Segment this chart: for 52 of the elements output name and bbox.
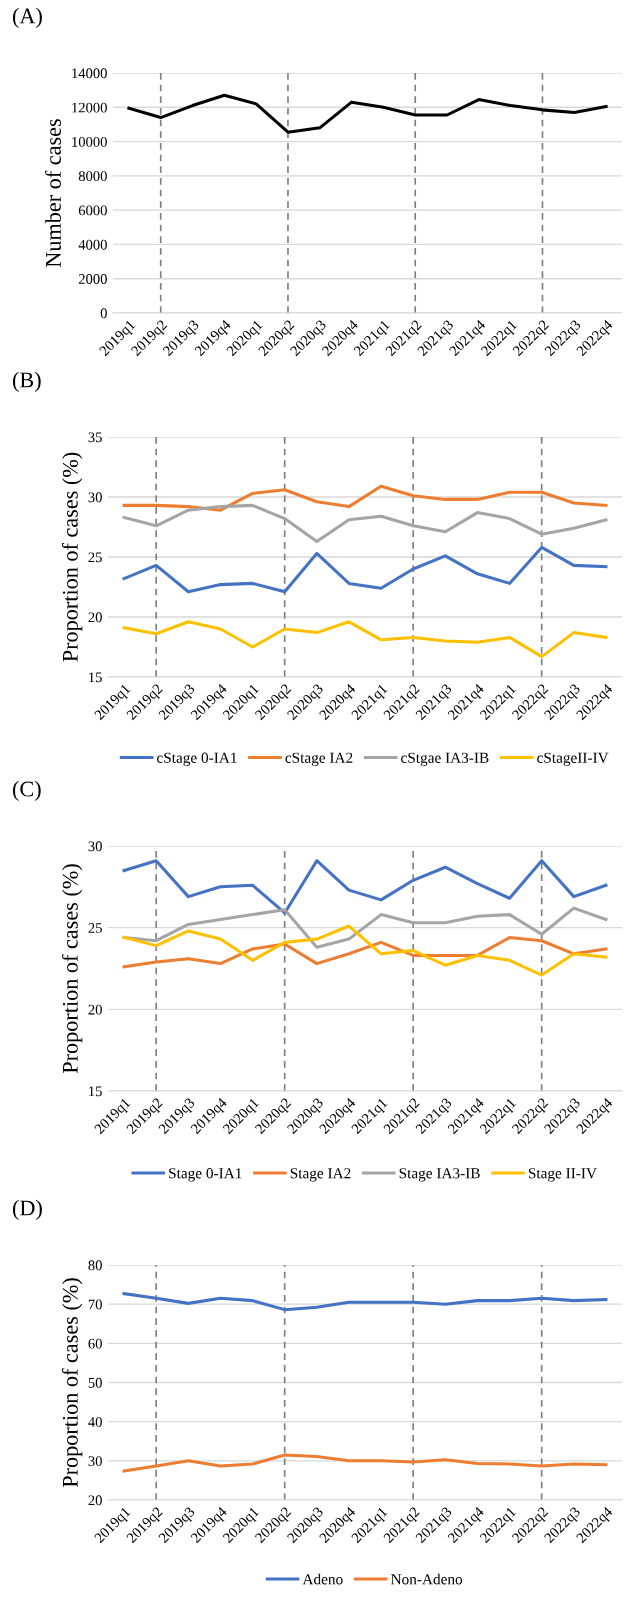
line-series [122, 859, 608, 915]
y-tick-label: 10000 [72, 136, 107, 147]
y-tick-label: 30 [88, 492, 102, 503]
legend-label: cStageII-IV [537, 752, 609, 767]
y-tick-label: 40 [88, 1417, 102, 1427]
y-axis-title: Number of cases [45, 119, 61, 268]
y-tick-label: 15 [89, 672, 102, 683]
line-series [122, 620, 608, 659]
y-tick-label: 70 [88, 1299, 102, 1310]
y-tick-label: 50 [88, 1377, 102, 1388]
legend-label: Stage II-IV [528, 1168, 597, 1182]
y-tick-label: 20 [88, 1004, 102, 1015]
y-tick-label: 80 [88, 1260, 102, 1271]
y-tick-label: 2000 [78, 274, 107, 284]
y-axis-title: Proportion of cases (%) [61, 1278, 83, 1488]
y-tick-label: 0 [100, 308, 107, 319]
line-series [122, 935, 608, 969]
y-tick-label: 8000 [78, 171, 107, 182]
legend-label: Non-Adeno [390, 1573, 463, 1585]
line-series [127, 93, 608, 134]
legend-label: Stage IA2 [290, 1168, 351, 1182]
line-series [122, 1453, 608, 1473]
chart-title: (A) [12, 7, 42, 28]
line-series [122, 545, 608, 594]
legend-label: cStgae IA3-IB [401, 752, 489, 767]
chart-title: (D) [12, 1199, 42, 1220]
legend-label: Stage IA3-IB [399, 1168, 480, 1182]
legend-label: Adeno [302, 1573, 343, 1585]
y-tick-label: 60 [88, 1338, 102, 1349]
y-axis-title: Proportion of cases (%) [61, 452, 83, 662]
y-tick-label: 12000 [72, 102, 107, 113]
y-axis-title: Proportion of cases (%) [61, 864, 83, 1074]
y-tick-label: 20 [88, 1495, 102, 1506]
legend-label: cStage IA2 [285, 752, 353, 767]
line-series [122, 484, 608, 512]
legend-label: cStage 0-IA1 [157, 752, 237, 767]
y-tick-label: 14000 [72, 68, 107, 79]
line-series [122, 1292, 608, 1312]
y-tick-label: 25 [88, 552, 102, 563]
chart-title: (C) [12, 780, 41, 801]
y-tick-label: 6000 [78, 205, 107, 216]
line-series [122, 924, 608, 977]
y-tick-label: 30 [88, 841, 102, 852]
y-tick-label: 20 [88, 612, 102, 623]
y-tick-label: 30 [88, 1456, 102, 1467]
line-series [122, 503, 608, 543]
y-tick-label: 4000 [78, 239, 107, 250]
chart-title: (B) [12, 371, 41, 392]
y-tick-label: 15 [89, 1086, 102, 1097]
y-tick-label: 35 [88, 432, 102, 443]
y-tick-label: 25 [88, 923, 102, 933]
legend-label: Stage 0-IA1 [169, 1168, 242, 1182]
